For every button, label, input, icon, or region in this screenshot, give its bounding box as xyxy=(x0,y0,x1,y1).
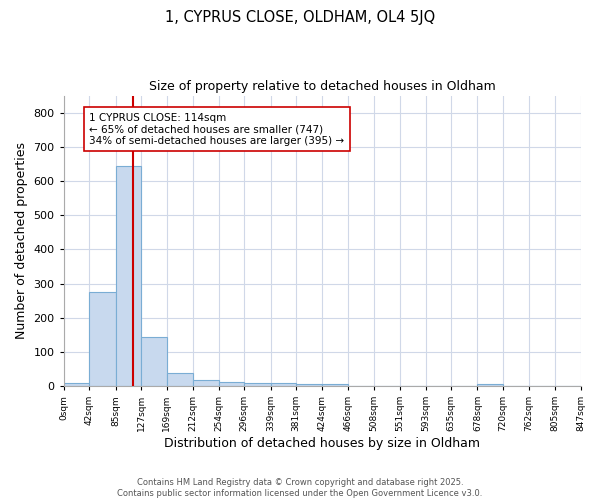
Text: 1, CYPRUS CLOSE, OLDHAM, OL4 5JQ: 1, CYPRUS CLOSE, OLDHAM, OL4 5JQ xyxy=(165,10,435,25)
Bar xyxy=(193,380,218,386)
Bar xyxy=(141,337,167,386)
Bar xyxy=(322,384,348,386)
Bar xyxy=(89,292,116,386)
Bar xyxy=(296,384,322,386)
Bar xyxy=(271,382,296,386)
Title: Size of property relative to detached houses in Oldham: Size of property relative to detached ho… xyxy=(149,80,496,93)
X-axis label: Distribution of detached houses by size in Oldham: Distribution of detached houses by size … xyxy=(164,437,480,450)
Bar xyxy=(116,166,141,386)
Bar xyxy=(64,384,89,386)
Bar xyxy=(218,382,244,386)
Text: Contains HM Land Registry data © Crown copyright and database right 2025.
Contai: Contains HM Land Registry data © Crown c… xyxy=(118,478,482,498)
Y-axis label: Number of detached properties: Number of detached properties xyxy=(15,142,28,340)
Bar xyxy=(244,382,271,386)
Bar xyxy=(478,384,503,386)
Bar xyxy=(167,373,193,386)
Text: 1 CYPRUS CLOSE: 114sqm
← 65% of detached houses are smaller (747)
34% of semi-de: 1 CYPRUS CLOSE: 114sqm ← 65% of detached… xyxy=(89,112,344,146)
